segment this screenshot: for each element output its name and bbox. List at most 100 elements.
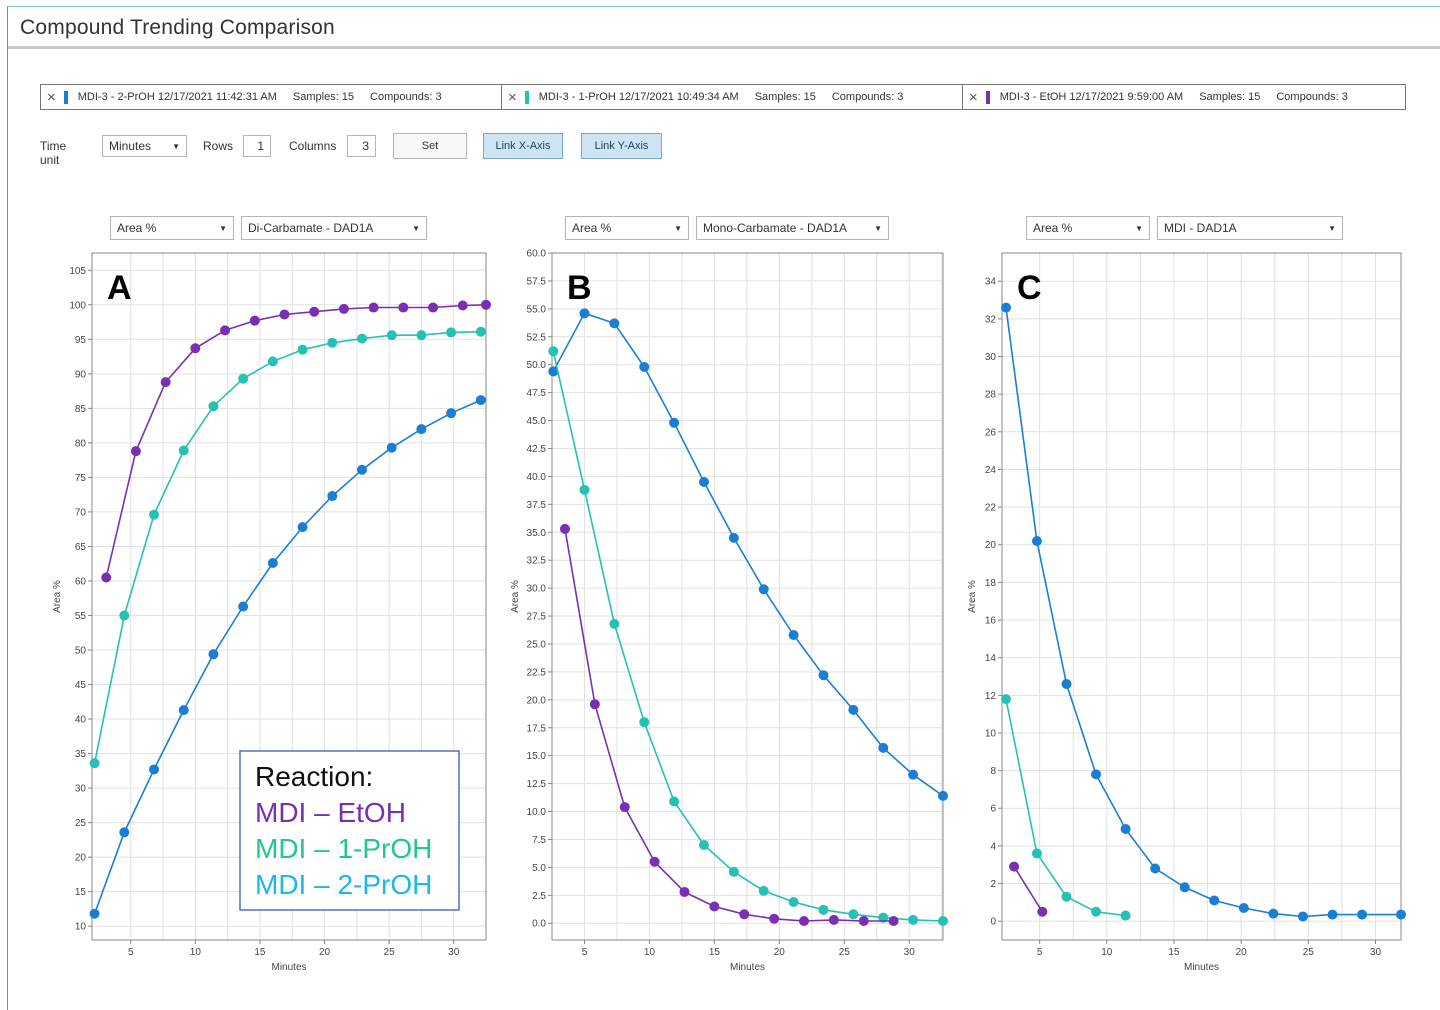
y-tick-label: 32.5: [527, 556, 547, 567]
series-mdi-2-proh: [89, 395, 486, 919]
y-tick-label: 50.0: [527, 360, 547, 371]
data-point: [1001, 302, 1012, 313]
series-color-swatch: [985, 90, 990, 104]
dataset-tab-2-proh[interactable]: × MDI-3 - 2-PrOH 12/17/2021 11:42:31 AM …: [41, 85, 502, 109]
data-point: [89, 908, 100, 919]
data-point: [818, 670, 829, 681]
y-axis-label: Area %: [510, 580, 521, 613]
compounds-count: Compounds: 3: [370, 91, 442, 103]
data-point: [1357, 909, 1368, 920]
data-point: [149, 764, 160, 775]
data-point: [1179, 882, 1190, 893]
data-point: [649, 856, 660, 867]
data-point: [548, 366, 559, 377]
dataset-name: MDI-3 - EtOH 12/17/2021 9:59:00 AM: [999, 91, 1184, 103]
panel-letter: C: [1017, 269, 1042, 307]
data-point: [818, 904, 829, 915]
y-tick-label: 16: [985, 616, 997, 627]
close-icon[interactable]: ×: [969, 88, 978, 106]
data-point: [297, 522, 308, 533]
compound-select-a[interactable]: Di-Carbamate - DAD1A ▼: [241, 216, 427, 240]
metric-select-c[interactable]: Area % ▼: [1026, 216, 1150, 240]
window-title: Compound Trending Comparison: [20, 16, 335, 39]
compounds-count: Compounds: 3: [831, 91, 904, 103]
y-tick-label: 70: [75, 507, 87, 518]
reaction-legend: Reaction: MDI – EtOH MDI – 1-PrOH MDI – 2-P…: [239, 750, 460, 911]
series-line: [564, 528, 894, 922]
y-tick-label: 55: [75, 611, 87, 622]
compound-select-c[interactable]: MDI - DAD1A ▼: [1157, 216, 1343, 240]
data-point: [1001, 694, 1012, 705]
compound-select-b[interactable]: Mono-Carbamate - DAD1A ▼: [696, 216, 889, 240]
data-point: [386, 330, 397, 341]
data-point: [1120, 910, 1131, 921]
data-point: [327, 491, 338, 502]
series-mdi-1-proh: [548, 346, 948, 927]
data-point: [609, 318, 620, 329]
y-axis-label: Area %: [967, 580, 978, 613]
y-tick-label: 24: [985, 465, 997, 476]
y-tick-label: 35: [75, 749, 87, 760]
series-line: [93, 399, 482, 915]
dropdown-arrow-icon: ▼: [172, 141, 180, 151]
data-point: [475, 395, 486, 406]
y-tick-label: 4: [990, 841, 996, 852]
metric-select-a[interactable]: Area % ▼: [110, 216, 234, 240]
y-tick-label: 30: [985, 352, 997, 363]
link-x-axis-button[interactable]: Link X-Axis: [483, 133, 563, 159]
x-tick-label: 20: [1236, 947, 1248, 958]
series-mdi-etoh: [101, 299, 491, 583]
columns-input[interactable]: 3: [347, 135, 376, 157]
y-tick-label: 45.0: [527, 416, 547, 427]
window-border-top: [7, 6, 1440, 7]
legend-item: MDI – EtOH: [255, 797, 406, 828]
series-color-swatch: [524, 90, 529, 104]
y-tick-label: 105: [69, 266, 86, 277]
set-button[interactable]: Set: [393, 133, 467, 159]
y-tick-label: 40.0: [527, 472, 547, 483]
series-mdi-1-proh: [1001, 694, 1131, 921]
data-point: [579, 484, 590, 495]
title-divider: [8, 46, 1440, 49]
data-point: [386, 442, 397, 453]
legend-box: [239, 750, 460, 911]
series-color-swatch: [63, 90, 68, 104]
data-point: [446, 327, 457, 338]
data-point: [1061, 891, 1072, 902]
y-tick-label: 60.0: [527, 249, 547, 260]
dataset-tab-etoh[interactable]: × MDI-3 - EtOH 12/17/2021 9:59:00 AM Sam…: [963, 85, 1405, 109]
x-tick-label: 30: [1370, 947, 1382, 958]
close-icon[interactable]: ×: [508, 88, 517, 106]
panel-letter: B: [567, 269, 592, 307]
columns-label: Columns: [289, 139, 337, 153]
close-icon[interactable]: ×: [47, 88, 56, 106]
data-point: [1396, 909, 1406, 920]
data-point: [728, 532, 739, 543]
x-tick-label: 5: [582, 947, 588, 958]
legend-item: MDI – 1-PrOH: [255, 833, 432, 864]
dataset-tab-1-proh[interactable]: × MDI-3 - 1-PrOH 12/17/2021 10:49:34 AM …: [502, 85, 963, 109]
legend-item: MDI – 2-PrOH: [255, 869, 432, 900]
compound-value: MDI - DAD1A: [1164, 221, 1237, 235]
data-point: [356, 333, 367, 344]
data-point: [669, 417, 680, 428]
x-axis-label: Minutes: [1184, 962, 1219, 973]
data-point: [1268, 908, 1279, 919]
y-tick-label: 80: [75, 438, 87, 449]
y-tick-label: 32: [985, 314, 997, 325]
y-tick-label: 40: [75, 715, 87, 726]
rows-input[interactable]: 1: [243, 135, 271, 157]
data-point: [619, 802, 630, 813]
series-mdi-2-proh: [548, 308, 948, 801]
data-point: [160, 377, 171, 388]
data-point: [908, 769, 919, 780]
time-unit-select[interactable]: Minutes ▼: [102, 135, 187, 157]
dropdown-arrow-icon: ▼: [1328, 223, 1336, 233]
time-unit-value: Minutes: [109, 139, 152, 153]
link-y-axis-button[interactable]: Link Y-Axis: [581, 133, 662, 159]
y-tick-label: 12: [985, 691, 997, 702]
data-point: [457, 300, 468, 311]
metric-select-b[interactable]: Area % ▼: [565, 216, 689, 240]
data-point: [848, 704, 859, 715]
